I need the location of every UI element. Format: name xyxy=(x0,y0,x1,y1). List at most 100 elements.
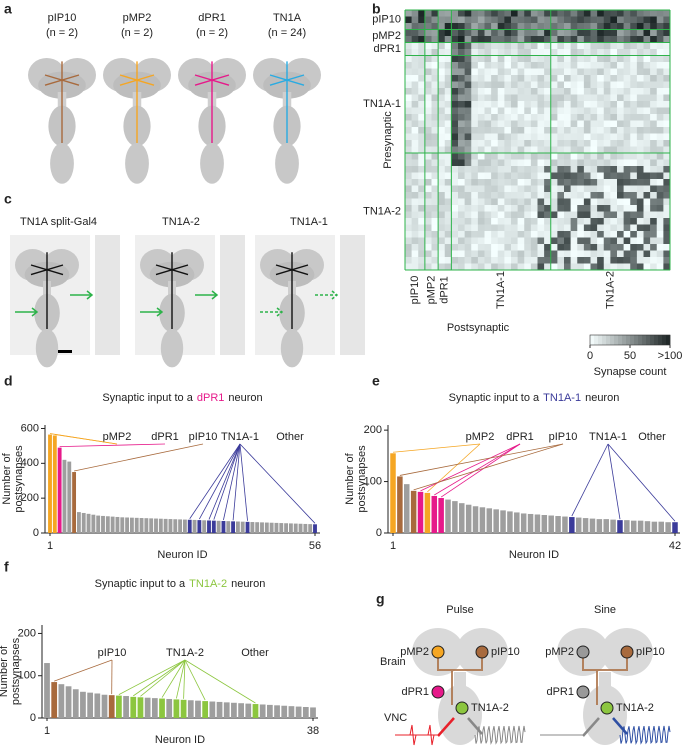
heatmap-cell xyxy=(656,146,664,154)
heatmap-cell xyxy=(418,250,426,258)
heatmap-cell xyxy=(630,101,638,108)
heatmap-cell xyxy=(458,263,465,271)
heatmap-cell xyxy=(577,146,585,154)
heatmap-cell xyxy=(583,244,591,251)
heatmap-cell xyxy=(424,140,432,147)
heatmap-cell xyxy=(411,244,419,251)
heatmap-cell xyxy=(530,101,538,108)
heatmap-cell xyxy=(464,185,472,193)
bar xyxy=(266,704,273,718)
heatmap-cell xyxy=(405,107,412,115)
bar xyxy=(637,520,644,533)
heatmap-cell xyxy=(504,10,512,17)
heatmap-cell xyxy=(451,68,459,76)
heatmap-cell xyxy=(524,107,532,115)
heatmap-cell xyxy=(477,68,485,76)
heatmap-cell xyxy=(610,101,618,108)
heatmap-cell xyxy=(564,179,571,186)
heatmap-cell xyxy=(444,172,452,180)
heatmap-cell xyxy=(597,55,605,63)
heatmap-cell xyxy=(444,114,452,121)
heatmap-cell xyxy=(610,94,618,102)
condition-label: Pulse xyxy=(446,604,474,616)
heatmap-cell xyxy=(636,101,644,108)
bar xyxy=(105,516,110,533)
heatmap-cell xyxy=(491,172,499,180)
heatmap-cell xyxy=(636,237,644,245)
heatmap-cell xyxy=(517,250,525,258)
heatmap-cell xyxy=(411,36,419,43)
heatmap-cell xyxy=(650,49,658,56)
heatmap-cell xyxy=(597,75,605,82)
heatmap-cell xyxy=(656,218,664,225)
y-tick-label: 0 xyxy=(376,527,382,539)
heatmap-cell xyxy=(464,237,472,245)
heatmap-cell xyxy=(477,127,485,134)
colorbar-step xyxy=(642,335,647,345)
heatmap-cell xyxy=(650,224,658,232)
heatmap-cell xyxy=(603,153,611,160)
heatmap-cell xyxy=(590,55,598,63)
heatmap-cell xyxy=(570,107,578,115)
heatmap-cell xyxy=(477,133,485,141)
heatmap-cell xyxy=(557,192,565,199)
heatmap-cell xyxy=(471,237,479,245)
heatmap-cell xyxy=(610,179,618,186)
panel-letter: g xyxy=(376,591,385,607)
heatmap-cell xyxy=(557,185,565,193)
heatmap-cell xyxy=(418,185,426,193)
heatmap-cell xyxy=(484,133,492,141)
heatmap-cell xyxy=(471,205,479,212)
heatmap-cell xyxy=(517,107,525,115)
legend-connector xyxy=(440,443,521,498)
heatmap-cell xyxy=(451,172,459,180)
heatmap-cell xyxy=(504,23,512,30)
tissue xyxy=(275,143,299,184)
heatmap-cell xyxy=(537,250,545,258)
heatmap-cell xyxy=(617,211,624,219)
heatmap-cell xyxy=(630,114,638,121)
heatmap-cell xyxy=(603,263,611,271)
heatmap-cell xyxy=(464,88,472,95)
heatmap-cell xyxy=(590,146,598,154)
heatmap-cell xyxy=(656,263,664,271)
bar xyxy=(245,521,250,533)
heatmap-cell xyxy=(411,88,419,95)
heatmap-cell xyxy=(656,75,664,82)
heatmap-cell xyxy=(418,257,426,264)
heatmap-cell xyxy=(497,146,505,154)
heatmap-cell xyxy=(590,192,598,199)
heatmap-cell xyxy=(464,198,472,206)
heatmap-cell xyxy=(550,159,558,167)
heatmap-cell xyxy=(517,62,525,69)
heatmap-cell xyxy=(623,88,631,95)
heatmap-cell xyxy=(511,263,518,271)
heatmap-cell xyxy=(617,257,624,264)
heatmap-cell xyxy=(411,49,419,56)
heatmap-cell xyxy=(557,23,565,30)
heatmap-cell xyxy=(557,231,565,238)
bar xyxy=(274,522,279,533)
heatmap-cell xyxy=(590,107,598,115)
heatmap-cell xyxy=(497,36,505,43)
heatmap-cell xyxy=(650,263,658,271)
heatmap-cell xyxy=(431,205,439,212)
heatmap-cell xyxy=(623,133,631,141)
heatmap-cell xyxy=(444,81,452,89)
heatmap-cell xyxy=(544,218,552,225)
heatmap-cell xyxy=(663,244,671,251)
bar xyxy=(527,513,534,533)
heatmap-cell xyxy=(577,49,585,56)
heatmap-cell xyxy=(537,127,545,134)
heatmap-cell xyxy=(484,114,492,121)
heatmap-cell xyxy=(597,23,605,30)
heatmap-cell xyxy=(530,107,538,115)
heatmap-cell xyxy=(564,172,571,180)
neuron-label: pMP2 xyxy=(400,646,429,658)
heatmap-cell xyxy=(570,42,578,50)
heatmap-cell xyxy=(610,244,618,251)
heatmap-cell xyxy=(405,29,412,37)
heatmap-cell xyxy=(491,29,499,37)
heatmap-cell xyxy=(477,94,485,102)
heatmap-cell xyxy=(511,185,518,193)
